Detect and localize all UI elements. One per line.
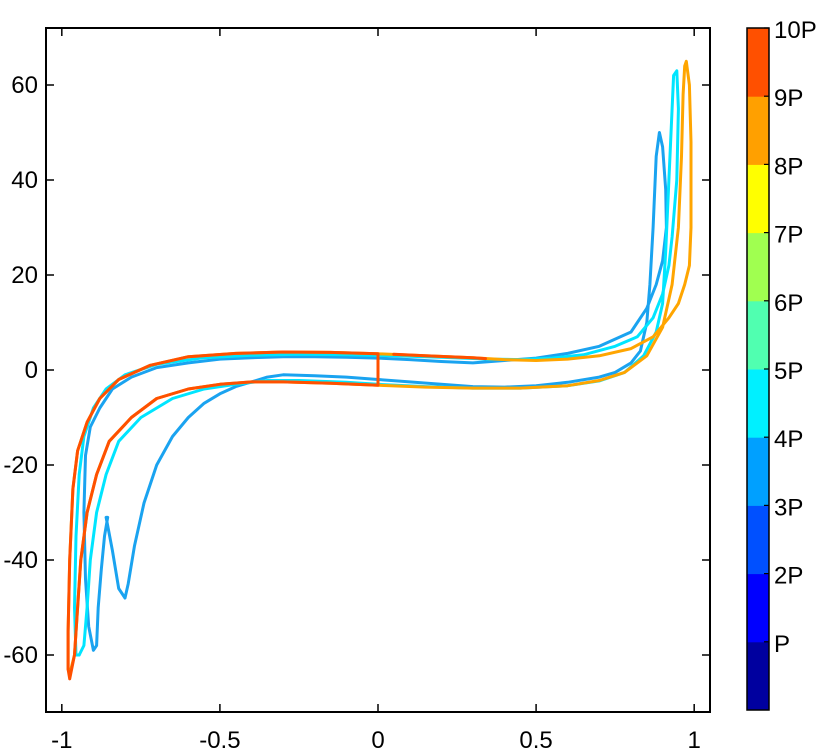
colorbar-label: 7P: [774, 222, 803, 249]
colorbar-label: 8P: [774, 153, 803, 180]
colorbar-segment: [747, 369, 769, 438]
colorbar-label: 10P: [774, 17, 817, 44]
colorbar-label: 4P: [774, 426, 803, 453]
colorbar-segment: [747, 573, 769, 643]
y-axis: -60 -40 -20 0 20 40 60: [3, 72, 710, 669]
y-tick-label: 20: [11, 262, 38, 289]
x-tick-label: 0.5: [519, 727, 552, 754]
colorbar-segment: [747, 232, 769, 302]
series-line-2: [73, 69, 680, 657]
colorbar-label: 6P: [774, 290, 803, 317]
x-tick-label: 1: [688, 727, 701, 754]
colorbar-segment: [747, 300, 769, 370]
series-line-5: [392, 352, 487, 361]
colorbar-label: 3P: [774, 494, 803, 521]
colorbar-segment: [747, 437, 769, 506]
colorbar-label: P: [774, 631, 790, 658]
y-tick-label: 60: [11, 72, 38, 99]
y-tick-label: -20: [3, 452, 38, 479]
colorbar-segment: [747, 96, 769, 165]
series-line-4: [66, 350, 380, 681]
colorbar-segment: [747, 505, 769, 575]
series-layer: [66, 59, 693, 681]
x-tick-label: -1: [51, 727, 72, 754]
colorbar-segment: [747, 28, 769, 97]
colorbar-segment: [747, 164, 769, 234]
y-tick-label: 40: [11, 167, 38, 194]
colorbar-label: 9P: [774, 85, 803, 112]
x-tick-label: 0: [371, 727, 384, 754]
x-tick-label: -0.5: [199, 727, 240, 754]
colorbar-label: 5P: [774, 358, 803, 385]
colorbar: P 2P 3P 4P 5P 6P 7P 8P 9P 10P: [746, 17, 817, 711]
colorbar-segment: [747, 641, 769, 711]
y-tick-label: -60: [3, 642, 38, 669]
series-line-1: [82, 131, 668, 652]
y-tick-label: -40: [3, 547, 38, 574]
x-axis: -1 -0.5 0 0.5 1: [51, 28, 701, 754]
y-tick-label: 0: [25, 357, 38, 384]
colorbar-label: 2P: [774, 563, 803, 590]
